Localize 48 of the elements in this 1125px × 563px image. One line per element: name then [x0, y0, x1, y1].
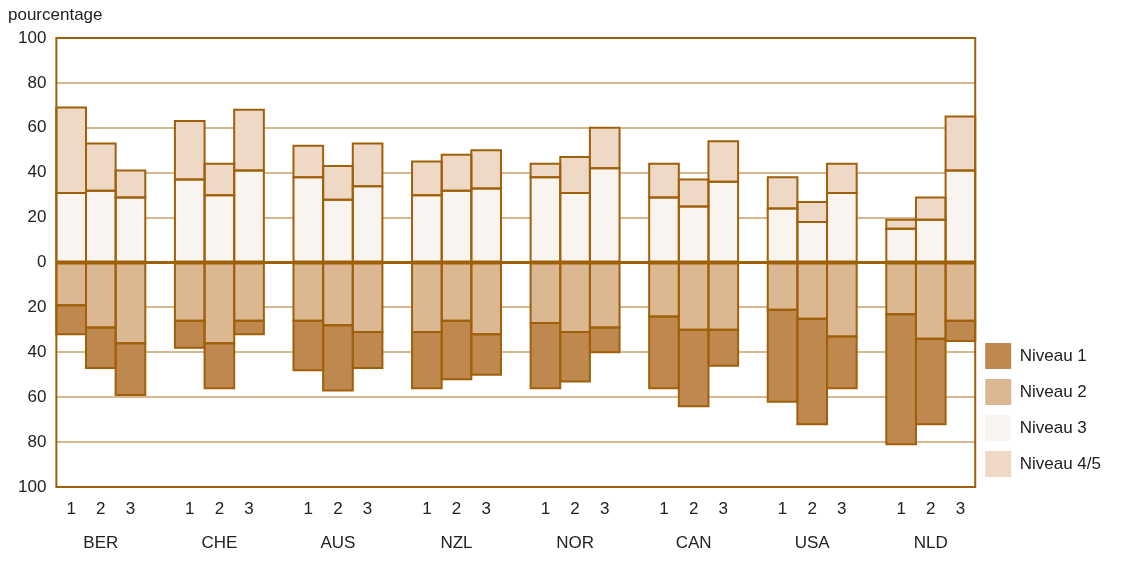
x-tick-label: 2: [333, 498, 343, 518]
y-tick-label: 100: [17, 476, 47, 496]
legend-label: Niveau 1: [1019, 345, 1087, 365]
x-tick-label: 3: [481, 498, 491, 518]
x-tick-label: 2: [688, 498, 699, 518]
y-axis-title: pourcentage: [8, 4, 103, 24]
x-tick-label: 1: [422, 498, 432, 518]
y-tick-label: 60: [27, 117, 47, 137]
y-tick-label: 40: [27, 162, 47, 182]
x-tick-label: 2: [926, 498, 936, 518]
text: BER: [83, 532, 119, 552]
text: NLD: [913, 532, 948, 552]
text: CAN: [675, 532, 712, 552]
x-tick-label: 1: [66, 498, 76, 518]
x-tick-label: 3: [837, 498, 847, 518]
x-tick-label: 3: [955, 498, 966, 518]
y-tick-label: 40: [27, 341, 47, 361]
x-tick-label: 3: [362, 498, 373, 518]
x-tick-label: 3: [125, 498, 136, 518]
y-tick-label: 0: [36, 252, 47, 272]
x-tick-label: 1: [659, 498, 669, 518]
text: NZL: [440, 532, 473, 552]
y-tick-label: 80: [27, 72, 47, 92]
y-tick-label: 20: [27, 207, 47, 227]
x-tick-label: 1: [185, 498, 195, 518]
text: CHE: [201, 532, 238, 552]
y-tick-label: 20: [27, 297, 47, 317]
x-tick-label: 3: [244, 498, 254, 518]
x-tick-label: 3: [718, 498, 729, 518]
x-tick-label: 2: [96, 498, 106, 518]
y-tick-label: 100: [17, 27, 47, 47]
x-tick-label: 2: [807, 498, 817, 518]
x-tick-label: 1: [540, 498, 551, 518]
x-tick-label: 1: [777, 498, 788, 518]
x-tick-label: 1: [896, 498, 906, 518]
x-tick-label: 3: [599, 498, 610, 518]
legend-label: Niveau 2: [1019, 381, 1087, 401]
y-tick-label: 80: [27, 431, 47, 451]
text: AUS: [320, 532, 356, 552]
x-tick-label: 2: [451, 498, 462, 518]
legend-label: Niveau 4/5: [1019, 453, 1102, 473]
legend-label: Niveau 3: [1019, 417, 1087, 437]
x-tick-label: 2: [214, 498, 225, 518]
x-tick-label: 2: [570, 498, 580, 518]
text: USA: [794, 532, 831, 552]
text: NOR: [556, 532, 594, 552]
x-tick-label: 1: [303, 498, 314, 518]
y-tick-label: 60: [27, 386, 47, 406]
